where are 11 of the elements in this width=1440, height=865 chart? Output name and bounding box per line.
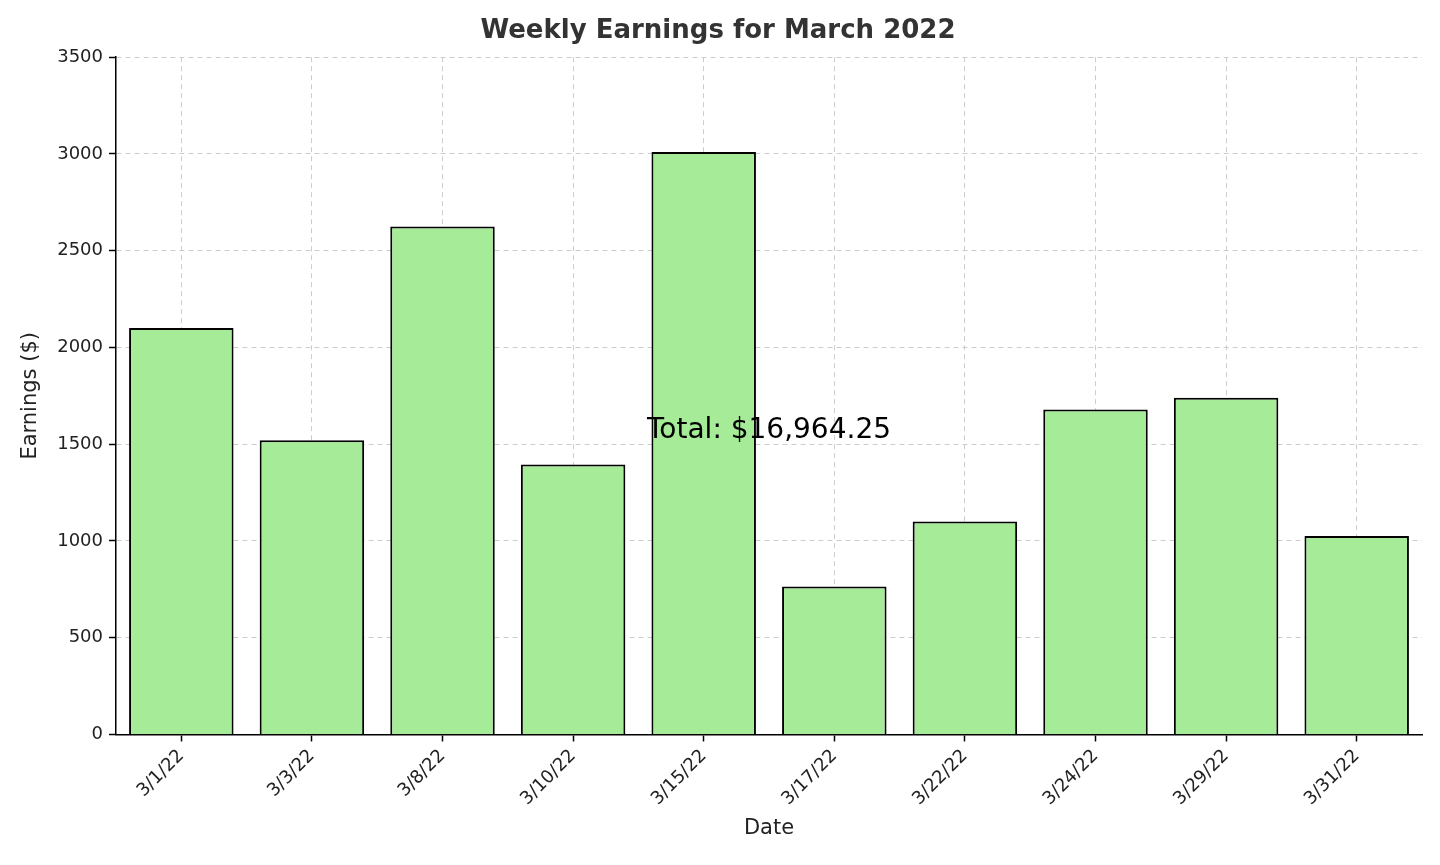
y-tick-label: 2000 [57,335,104,357]
y-tick-label: 3000 [57,141,104,163]
y-axis-title: Earnings ($) [17,332,42,460]
y-tick-label: 0 [91,722,104,744]
y-tick-label: 3500 [57,44,104,66]
x-axis-title: Date [743,814,795,839]
y-tick-label: 1500 [57,431,104,453]
chart-title: Weekly Earnings for March 2022 [480,14,956,45]
y-tick-label: 2500 [57,238,104,260]
y-tick-label: 1000 [57,528,104,550]
y-tick-label: 500 [68,625,104,647]
